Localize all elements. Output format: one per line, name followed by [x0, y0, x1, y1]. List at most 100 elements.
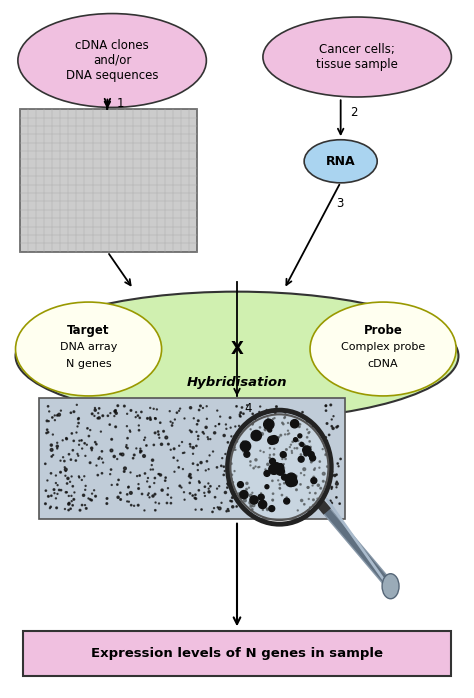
Point: [273, 461, 280, 473]
Point: [43, 427, 50, 438]
Point: [292, 434, 299, 445]
Point: [226, 412, 234, 423]
Point: [250, 500, 257, 511]
Point: [303, 416, 311, 427]
Point: [78, 435, 85, 446]
Point: [223, 423, 230, 434]
Point: [288, 445, 296, 456]
Text: 4: 4: [244, 401, 252, 415]
Point: [236, 409, 244, 420]
Point: [130, 450, 138, 461]
Point: [337, 454, 345, 465]
Point: [69, 500, 76, 511]
Point: [280, 449, 287, 460]
Point: [110, 410, 118, 422]
Point: [146, 412, 154, 423]
Point: [166, 406, 173, 417]
Point: [311, 463, 319, 474]
Point: [73, 427, 80, 438]
Point: [276, 466, 284, 477]
Point: [246, 497, 254, 508]
Point: [282, 407, 289, 418]
Point: [133, 443, 140, 454]
Point: [88, 408, 96, 419]
Point: [247, 490, 255, 501]
Point: [259, 505, 267, 516]
Point: [171, 466, 178, 477]
Point: [164, 489, 172, 500]
Text: N genes: N genes: [66, 359, 111, 369]
Point: [65, 498, 73, 509]
Point: [326, 457, 333, 468]
Text: Target: Target: [67, 324, 110, 336]
Text: RNA: RNA: [326, 155, 356, 168]
Point: [295, 408, 302, 419]
Point: [209, 506, 216, 517]
Point: [135, 479, 142, 490]
Point: [57, 455, 64, 466]
Point: [306, 487, 314, 498]
Point: [198, 504, 205, 515]
Point: [81, 470, 88, 482]
Point: [138, 489, 146, 500]
FancyBboxPatch shape: [39, 398, 346, 519]
Point: [320, 498, 328, 510]
Point: [237, 411, 244, 422]
Point: [297, 468, 305, 479]
Point: [293, 417, 301, 428]
Point: [186, 425, 194, 436]
Point: [273, 462, 280, 473]
Point: [123, 408, 131, 419]
Point: [207, 433, 214, 445]
Point: [127, 467, 134, 478]
Point: [140, 450, 148, 461]
Point: [333, 492, 340, 503]
Point: [195, 484, 202, 496]
Text: Complex probe: Complex probe: [341, 342, 425, 352]
Text: cDNA: cDNA: [368, 359, 398, 369]
Point: [93, 460, 100, 471]
Point: [54, 443, 61, 454]
Point: [318, 429, 326, 440]
Point: [114, 491, 122, 503]
Point: [54, 437, 61, 448]
Point: [259, 499, 266, 510]
Point: [268, 433, 276, 445]
Point: [239, 440, 247, 451]
Point: [270, 449, 278, 460]
Point: [240, 489, 248, 500]
Point: [164, 482, 172, 493]
Point: [85, 493, 92, 504]
Point: [137, 445, 145, 456]
Point: [262, 424, 269, 435]
Point: [63, 487, 71, 498]
Point: [75, 435, 83, 446]
FancyBboxPatch shape: [20, 109, 197, 252]
Point: [263, 468, 271, 479]
Point: [282, 453, 290, 464]
Point: [94, 408, 102, 419]
Point: [92, 491, 100, 502]
Point: [124, 443, 131, 454]
Point: [319, 443, 327, 454]
Point: [250, 463, 257, 474]
Point: [248, 487, 256, 498]
Point: [269, 413, 277, 424]
Point: [156, 417, 164, 429]
Point: [43, 415, 51, 426]
Point: [226, 443, 233, 454]
Point: [88, 443, 95, 454]
Point: [287, 439, 295, 450]
Point: [315, 480, 322, 491]
Point: [95, 453, 102, 464]
Point: [280, 466, 288, 477]
Point: [68, 496, 75, 507]
Point: [65, 498, 73, 510]
Point: [246, 460, 254, 471]
Point: [335, 461, 342, 472]
Point: [322, 401, 329, 412]
Point: [95, 413, 103, 424]
Point: [203, 456, 211, 467]
Point: [150, 439, 158, 450]
Point: [297, 438, 305, 449]
